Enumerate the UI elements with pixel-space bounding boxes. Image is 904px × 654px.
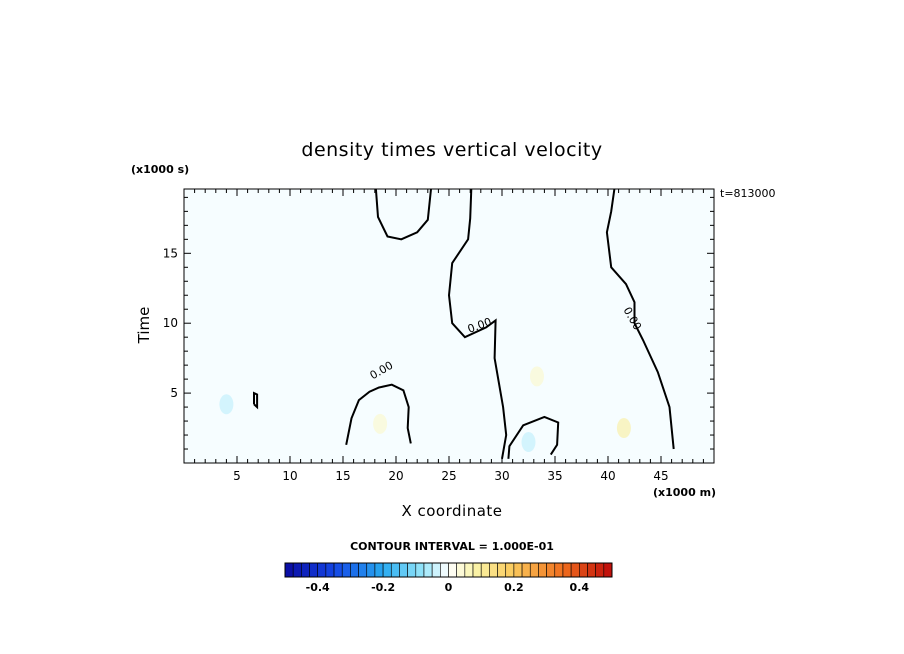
colorbar-cell	[431, 562, 441, 578]
colorbar-cell	[390, 562, 400, 578]
x-axis-label: X coordinate	[401, 502, 503, 520]
colorbar-tick-label: 0	[445, 581, 453, 594]
colorbar-tick-label: 0.4	[570, 581, 590, 594]
colorbar-cell	[521, 562, 531, 578]
colorbar-cell	[399, 562, 408, 578]
colorbar-cell	[554, 562, 564, 578]
colorbar-cell	[309, 562, 318, 578]
colorbar-cell	[333, 562, 343, 578]
colorbar-cell	[489, 562, 498, 578]
colorbar-cell	[301, 562, 310, 578]
x-tick-label: 25	[441, 469, 456, 483]
colorbar-cell	[292, 562, 302, 578]
zero-contour-line	[507, 415, 560, 459]
zero-contour-line	[253, 391, 259, 410]
x-tick-label: 30	[494, 469, 509, 483]
colorbar-cell	[538, 562, 547, 578]
colorbar-cell	[480, 562, 490, 578]
x-tick-label: 5	[233, 469, 241, 483]
zero-contour-line	[605, 188, 675, 450]
colorbar-cell	[497, 562, 507, 578]
field-patch	[521, 432, 536, 453]
y-tick-label: 5	[170, 386, 178, 400]
colorbar-cell	[423, 562, 433, 578]
x-tick-label: 35	[547, 469, 562, 483]
x-tick-label: 40	[600, 469, 615, 483]
colorbar-cell	[595, 562, 605, 578]
contour-interval-label: CONTOUR INTERVAL = 1.000E-01	[350, 540, 554, 553]
colorbar-cell	[472, 562, 482, 578]
y-tick-label: 10	[163, 316, 178, 330]
time-stamp: t=813000	[720, 187, 776, 200]
colorbar-cell	[341, 562, 351, 578]
field-background	[184, 189, 714, 463]
colorbar-border	[284, 562, 613, 578]
x-tick-label: 20	[388, 469, 403, 483]
colorbar-cell	[382, 562, 392, 578]
x-tick-label: 15	[335, 469, 350, 483]
colorbar-cell	[350, 562, 359, 578]
zero-contour-line	[447, 188, 508, 459]
field-patch	[616, 418, 631, 439]
chart-title: density times vertical velocity	[301, 139, 603, 161]
colorbar-cell	[358, 562, 368, 578]
x-tick-label: 10	[282, 469, 297, 483]
field-patch	[529, 366, 544, 387]
colorbar-cell	[562, 562, 572, 578]
field-patch	[219, 394, 234, 415]
colorbar-cell	[546, 562, 556, 578]
colorbar-cell	[456, 562, 466, 578]
zero-contour-line	[374, 188, 432, 241]
zero-contour-line	[345, 383, 412, 445]
colorbar-tick-label: -0.2	[371, 581, 395, 594]
colorbar-cell	[587, 562, 596, 578]
colorbar-cell	[464, 562, 474, 578]
field-patch	[373, 413, 388, 434]
colorbar-cell	[374, 562, 384, 578]
colorbar-cell	[317, 562, 327, 578]
colorbar-tick-label: -0.4	[306, 581, 330, 594]
colorbar-cell	[529, 562, 539, 578]
colorbar-cell	[325, 562, 335, 578]
colorbar-cell	[440, 562, 449, 578]
colorbar-cell	[513, 562, 523, 578]
colorbar-cell	[578, 562, 588, 578]
colorbar-cell	[284, 562, 294, 578]
x-tick-label: 45	[653, 469, 668, 483]
colorbar-cell	[415, 562, 425, 578]
colorbar-cell	[505, 562, 515, 578]
colorbar-cell	[448, 562, 457, 578]
colorbar-cell	[570, 562, 580, 578]
x-unit-label: (x1000 m)	[653, 486, 717, 499]
colorbar-cell	[407, 562, 417, 578]
y-unit-label: (x1000 s)	[131, 163, 190, 176]
y-tick-label: 15	[163, 246, 178, 260]
colorbar-cell	[366, 562, 376, 578]
colorbar-tick-label: 0.2	[504, 581, 524, 594]
colorbar-cell	[603, 562, 613, 578]
